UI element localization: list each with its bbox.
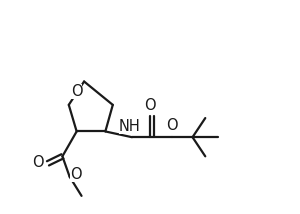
Text: O: O <box>144 98 156 113</box>
Text: O: O <box>70 167 81 182</box>
Text: O: O <box>32 155 44 170</box>
Text: NH: NH <box>118 119 140 134</box>
Text: O: O <box>71 84 82 99</box>
Text: O: O <box>167 118 178 133</box>
